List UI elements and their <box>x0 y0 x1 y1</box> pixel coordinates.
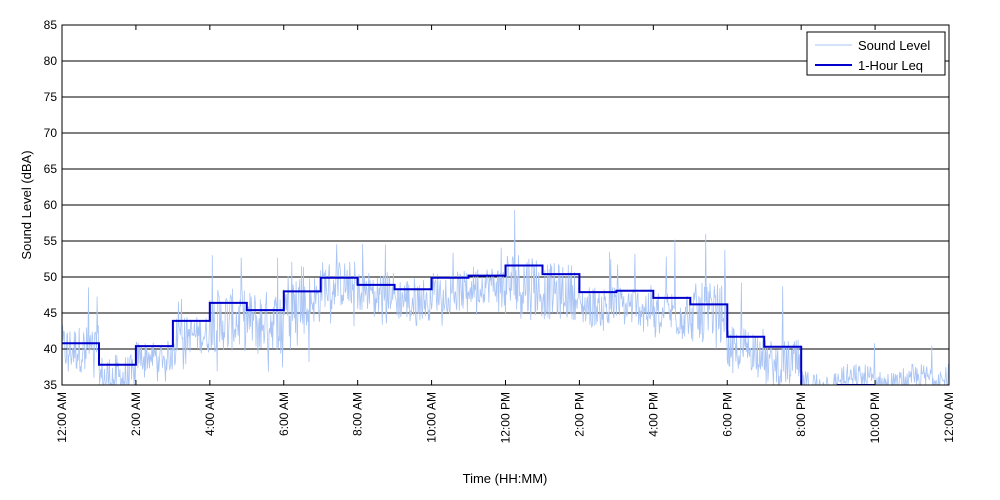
x-tick-label: 8:00 PM <box>794 392 808 437</box>
y-tick-label: 55 <box>44 234 58 248</box>
x-tick-label: 6:00 PM <box>720 392 734 437</box>
x-tick-label: 12:00 PM <box>499 392 513 443</box>
x-tick-label: 10:00 PM <box>868 392 882 443</box>
x-tick-label: 8:00 AM <box>351 392 365 436</box>
x-tick-label: 2:00 PM <box>572 392 586 437</box>
y-tick-label: 75 <box>44 90 58 104</box>
x-tick-label: 4:00 AM <box>203 392 217 436</box>
y-tick-label: 70 <box>44 126 58 140</box>
y-axis: 35 40 45 50 55 60 65 70 75 80 85 <box>44 18 949 392</box>
x-axis: 12:00 AM 2:00 AM 4:00 AM 6:00 AM 8:00 AM 10:0… <box>55 25 956 443</box>
series-1-hour-leq <box>62 264 876 385</box>
legend-label-1-hour-leq: 1-Hour Leq <box>858 58 923 73</box>
legend: Sound Level 1-Hour Leq <box>806 31 946 76</box>
x-tick-label: 10:00 AM <box>425 392 439 443</box>
x-tick-label: 4:00 PM <box>646 392 660 437</box>
y-tick-label: 45 <box>44 306 58 320</box>
y-tick-label: 65 <box>44 162 58 176</box>
legend-label-sound-level: Sound Level <box>858 38 930 53</box>
y-tick-label: 85 <box>44 18 58 32</box>
y-tick-label: 40 <box>44 342 58 356</box>
y-axis-label: Sound Level (dBA) <box>19 150 34 259</box>
series-sound-level <box>62 209 949 385</box>
x-axis-label: Time (HH:MM) <box>463 471 548 486</box>
x-tick-label: 12:00 AM <box>55 392 69 443</box>
x-tick-label: 12:00 AM <box>942 392 956 443</box>
x-tick-label: 6:00 AM <box>277 392 291 436</box>
x-tick-label: 2:00 AM <box>129 392 143 436</box>
y-tick-label: 35 <box>44 378 58 392</box>
y-tick-label: 80 <box>44 54 58 68</box>
legend-box <box>806 31 946 76</box>
y-tick-label: 50 <box>44 270 58 284</box>
y-tick-label: 60 <box>44 198 58 212</box>
